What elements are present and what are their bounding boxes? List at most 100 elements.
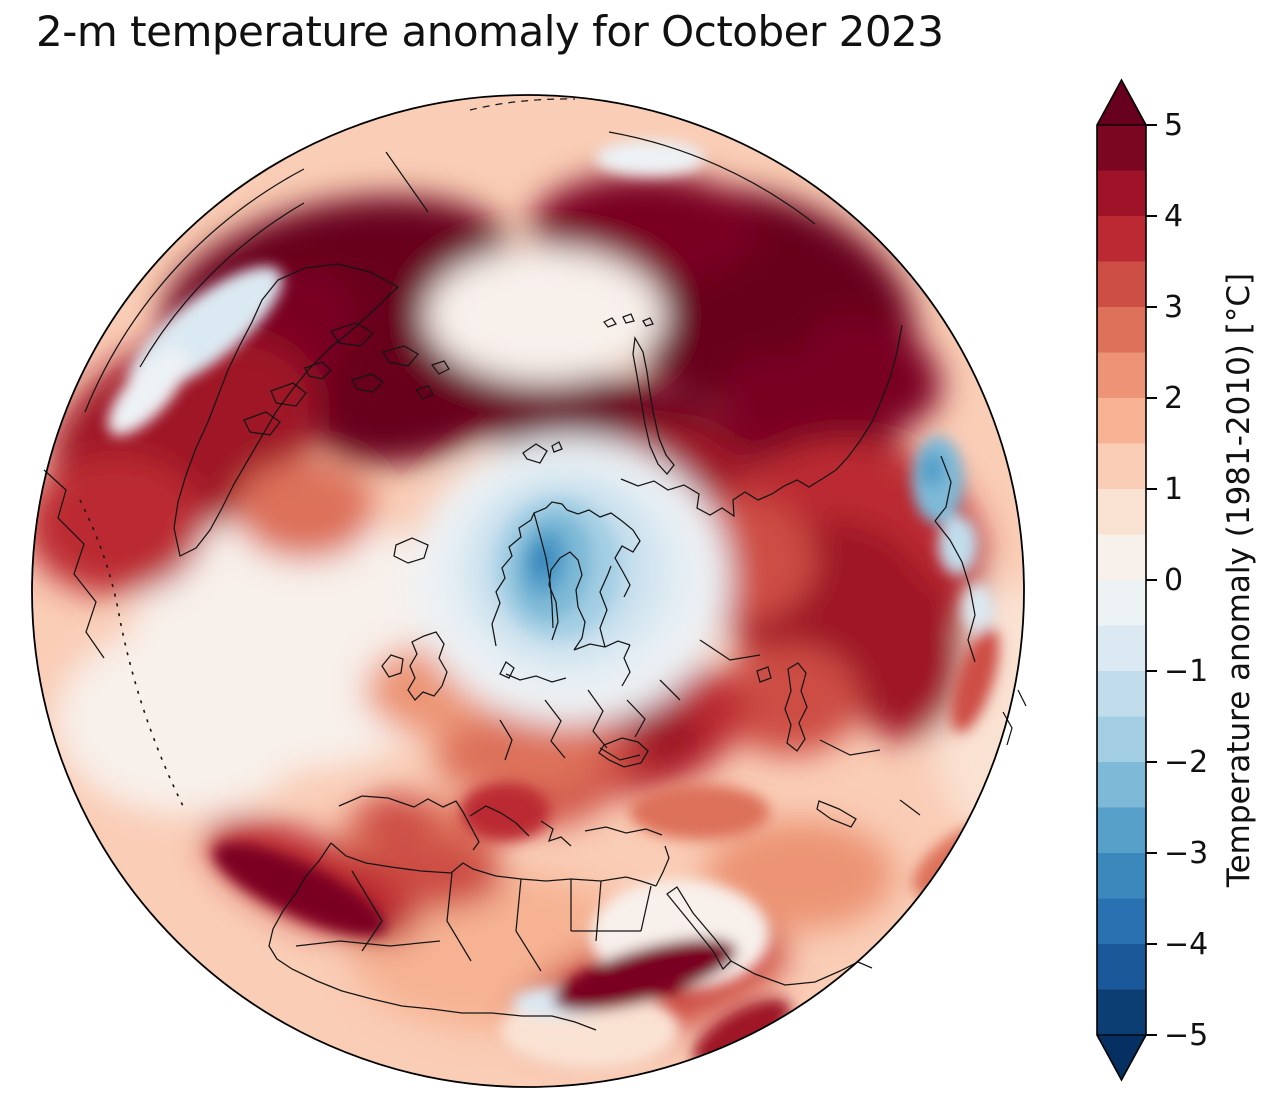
globe-outline <box>31 94 1025 1088</box>
colorbar-segment <box>1097 671 1146 718</box>
colorbar-tick-label: 3 <box>1164 290 1183 325</box>
coastline <box>544 699 566 759</box>
colorbar-segment <box>1097 762 1146 809</box>
coastline <box>603 317 617 328</box>
coastline <box>533 512 554 629</box>
colorbar-under-arrow <box>1097 1035 1146 1080</box>
coastline <box>139 202 305 368</box>
coastline <box>599 565 612 648</box>
coastline <box>338 795 480 851</box>
coastline <box>756 666 772 683</box>
coastline <box>295 940 441 947</box>
colorbar-segment <box>1097 853 1146 900</box>
coastline <box>499 661 515 679</box>
coastline <box>659 679 681 701</box>
coastline <box>934 520 976 663</box>
colorbar-segment <box>1097 398 1146 445</box>
colorbar-segment <box>1097 261 1146 308</box>
coastline <box>598 737 649 768</box>
coastline <box>43 469 105 659</box>
anomaly-blob <box>938 515 978 575</box>
colorbar-tick-label: 0 <box>1164 563 1183 598</box>
colorbar-tick-label: −4 <box>1164 927 1208 962</box>
anomaly-blob <box>213 843 387 937</box>
coastline <box>469 98 576 111</box>
coastline <box>642 317 654 327</box>
coastline <box>385 151 429 213</box>
coastlines <box>43 98 1027 1031</box>
coastline <box>79 499 186 811</box>
coastline <box>632 336 675 475</box>
coastline <box>268 842 597 1031</box>
coastline <box>566 509 641 598</box>
coastline <box>622 313 635 324</box>
globe-map <box>31 94 1027 1088</box>
colorbar-tick-label: 5 <box>1164 108 1183 143</box>
coastline <box>414 385 434 400</box>
anomaly-blob <box>803 315 941 429</box>
colorbar-segment <box>1097 944 1146 991</box>
anomaly-blob <box>55 625 315 815</box>
coastline <box>430 360 450 375</box>
colorbar-tick-label: 4 <box>1164 199 1183 234</box>
coastline <box>330 322 374 347</box>
anomaly-blob <box>630 784 770 840</box>
coastline <box>382 345 419 367</box>
anomaly-blob <box>962 584 994 632</box>
anomaly-blob <box>553 938 737 1012</box>
coastline <box>655 845 670 887</box>
coastline <box>816 800 857 828</box>
coastline <box>515 878 542 972</box>
coastline <box>446 872 472 962</box>
colorbar-segment <box>1097 443 1146 490</box>
colorbar-segment <box>1097 125 1146 172</box>
anomaly-blob <box>425 247 665 383</box>
colorbar-segment <box>1097 489 1146 536</box>
colorbar-tick-label: −2 <box>1164 745 1208 780</box>
coastline <box>584 826 663 836</box>
coastline <box>270 382 307 407</box>
coastline <box>620 324 903 518</box>
coastline <box>595 880 602 942</box>
coastline <box>599 747 641 761</box>
anomaly-blob <box>460 782 550 842</box>
coastline <box>84 168 305 413</box>
coastline <box>469 805 530 837</box>
colorbar-segment <box>1097 989 1146 1036</box>
coastline <box>499 719 513 761</box>
coastline <box>640 885 652 932</box>
coastline <box>608 131 816 225</box>
colorbar-tick-label: −3 <box>1164 836 1208 871</box>
anomaly-blob <box>532 544 554 576</box>
coastline <box>1017 689 1027 707</box>
colorbar-segment <box>1097 352 1146 399</box>
colorbar-segment <box>1097 170 1146 217</box>
coastline <box>551 441 563 453</box>
colorbar-segment <box>1097 580 1146 627</box>
coastline <box>1002 711 1013 746</box>
colorbar-label: Temperature anomaly (1981-2010) [°C] <box>1221 273 1257 888</box>
coastline <box>243 411 281 436</box>
anomaly-blob <box>950 627 1000 733</box>
anomaly-blob <box>843 570 967 740</box>
coastline <box>381 654 404 678</box>
coastline <box>819 739 881 756</box>
colorbar-over-arrow <box>1097 80 1146 125</box>
anomaly-blob <box>107 348 189 436</box>
colorbar-segment <box>1097 216 1146 263</box>
anomaly-blob <box>720 645 860 755</box>
anomaly-field-detail <box>107 140 1008 1070</box>
anomaly-blob <box>595 140 705 176</box>
anomaly-blob <box>435 710 605 800</box>
coastline <box>393 537 429 564</box>
coastline <box>699 639 761 661</box>
coastline <box>540 820 572 847</box>
coastline <box>899 799 921 816</box>
coastline <box>351 373 384 393</box>
coastline <box>522 443 548 464</box>
coastline <box>621 644 631 687</box>
colorbar-tick-label: 2 <box>1164 381 1183 416</box>
anomaly-blob <box>235 460 375 560</box>
